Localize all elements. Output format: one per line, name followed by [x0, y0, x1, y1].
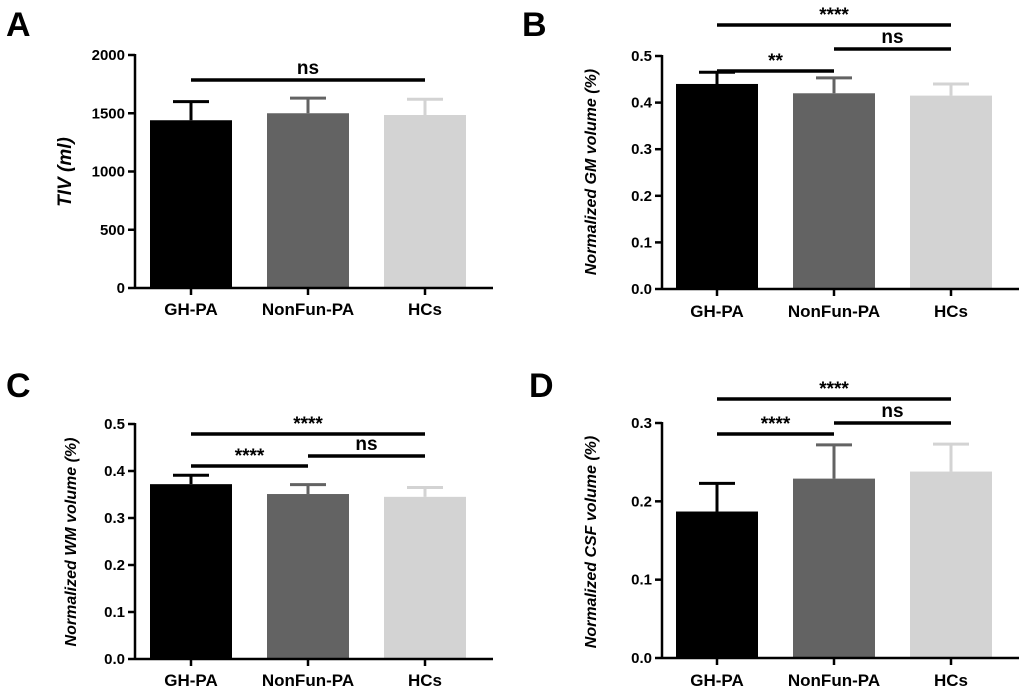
y-tick-label: 0.2 — [631, 188, 652, 205]
x-tick-label: NonFun-PA — [262, 671, 354, 690]
significance-label: ** — [768, 51, 783, 72]
panel-letter-d: D — [529, 367, 554, 405]
significance-label: ns — [297, 58, 319, 79]
error-bar-gh-pa — [173, 100, 209, 121]
y-tick-label: 0.0 — [631, 281, 652, 298]
y-tick-label: 0.1 — [104, 604, 125, 621]
bar-hcs — [384, 114, 466, 288]
x-tick-label: GH-PA — [690, 671, 744, 690]
x-tick-label: NonFun-PA — [262, 300, 354, 319]
significance-label: **** — [819, 379, 849, 400]
significance-label: ns — [881, 401, 903, 422]
bar-gh-pa — [676, 511, 758, 658]
y-axis-title: Normalized GM volume (%) — [583, 69, 600, 275]
x-tick-label: GH-PA — [690, 302, 744, 321]
bar-nonfun-pa — [793, 478, 875, 658]
error-bar-hcs — [933, 82, 969, 96]
x-tick-label: NonFun-PA — [788, 671, 880, 690]
y-tick-label: 0.3 — [104, 510, 125, 527]
bar-nonfun-pa — [793, 93, 875, 289]
significance-label: **** — [293, 414, 323, 435]
bar-hcs — [910, 95, 992, 289]
significance-label: ns — [881, 27, 903, 48]
y-tick-label: 0.2 — [104, 557, 125, 574]
significance-label: **** — [819, 5, 849, 26]
panel-c: C Normalized WM volume (%) 0.0 0.1 0.2 0.3 0… — [6, 367, 493, 690]
bar-hcs — [910, 471, 992, 658]
x-tick-label: GH-PA — [164, 671, 218, 690]
error-bar-gh-pa — [699, 70, 735, 84]
y-tick-label: 0.5 — [631, 48, 652, 65]
bar-hcs — [384, 496, 466, 659]
y-tick-label: 1500 — [92, 105, 125, 122]
significance-label: **** — [235, 446, 265, 467]
y-axis-title: TIV (ml) — [55, 137, 76, 207]
error-bar-hcs — [407, 97, 443, 115]
bar-gh-pa — [150, 120, 232, 289]
bar-nonfun-pa — [267, 494, 349, 659]
x-tick-label: NonFun-PA — [788, 302, 880, 321]
y-tick-label: 0.4 — [631, 95, 653, 112]
x-tick-label: HCs — [408, 671, 442, 690]
panel-d: D Normalized CSF volume (%) 0.0 0.1 0.2 0.3… — [529, 367, 1019, 690]
y-axis-title: Normalized WM volume (%) — [63, 438, 80, 647]
y-tick-label: 0.0 — [104, 651, 125, 668]
y-tick-label: 0 — [117, 280, 125, 297]
panel-b: B Normalized GM volume (%) 0.0 0.1 0.2 0.3 0… — [522, 5, 1019, 321]
y-tick-label: 0.1 — [631, 234, 652, 251]
y-tick-label: 0.5 — [104, 416, 125, 433]
y-tick-label: 0.1 — [631, 572, 652, 589]
significance-label: ns — [355, 434, 377, 455]
y-tick-label: 0.3 — [631, 415, 652, 432]
bar-gh-pa — [676, 83, 758, 290]
y-tick-label: 0.2 — [631, 493, 652, 510]
y-tick-label: 0.3 — [631, 141, 652, 158]
error-bar-gh-pa — [699, 481, 735, 512]
y-tick-label: 0.0 — [631, 650, 652, 667]
y-tick-label: 2000 — [92, 47, 125, 64]
x-tick-label: HCs — [934, 302, 968, 321]
y-axis-title: Normalized CSF volume (%) — [583, 436, 600, 648]
error-bar-nonfun-pa — [816, 76, 852, 94]
y-tick-label: 0.4 — [104, 463, 126, 480]
error-bar-nonfun-pa — [290, 483, 326, 495]
y-tick-label: 500 — [100, 222, 125, 239]
error-bar-hcs — [933, 442, 969, 472]
panel-letter-b: B — [522, 6, 547, 44]
error-bar-nonfun-pa — [290, 96, 326, 114]
bar-gh-pa — [150, 484, 232, 659]
bar-nonfun-pa — [267, 113, 349, 288]
x-tick-label: HCs — [408, 300, 442, 319]
significance-label: **** — [761, 414, 791, 435]
y-tick-label: 1000 — [92, 164, 125, 181]
x-tick-label: GH-PA — [164, 300, 218, 319]
panel-letter-c: C — [6, 367, 31, 405]
panel-a: A TIV (ml) 0 500 1000 1500 2000 GH-PA NonFun-P… — [6, 6, 493, 319]
error-bar-hcs — [407, 485, 443, 497]
x-tick-label: HCs — [934, 671, 968, 690]
error-bar-gh-pa — [173, 473, 209, 485]
error-bar-nonfun-pa — [816, 443, 852, 479]
panel-letter-a: A — [6, 6, 31, 44]
